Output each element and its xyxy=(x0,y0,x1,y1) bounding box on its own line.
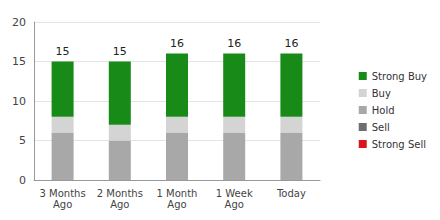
svg-text:5: 5 xyxy=(19,134,26,147)
svg-text:Ago: Ago xyxy=(167,199,186,210)
svg-text:Today: Today xyxy=(276,188,306,199)
svg-text:Strong Sell: Strong Sell xyxy=(372,139,426,150)
svg-text:16: 16 xyxy=(284,37,298,50)
svg-text:20: 20 xyxy=(12,16,26,29)
svg-text:15: 15 xyxy=(113,45,127,58)
svg-text:2 Months: 2 Months xyxy=(97,188,143,199)
svg-text:10: 10 xyxy=(12,95,26,108)
svg-text:1 Week: 1 Week xyxy=(216,188,253,199)
svg-text:16: 16 xyxy=(170,37,184,50)
svg-text:Buy: Buy xyxy=(372,88,391,99)
svg-text:Sell: Sell xyxy=(372,122,390,133)
svg-text:0: 0 xyxy=(19,174,26,187)
svg-text:Ago: Ago xyxy=(225,199,244,210)
svg-text:16: 16 xyxy=(227,37,241,50)
svg-text:15: 15 xyxy=(12,55,26,68)
svg-text:Strong Buy: Strong Buy xyxy=(372,71,427,82)
svg-text:Ago: Ago xyxy=(53,199,72,210)
svg-text:Ago: Ago xyxy=(110,199,129,210)
svg-text:3 Months: 3 Months xyxy=(40,188,86,199)
svg-text:Hold: Hold xyxy=(372,105,395,116)
svg-text:15: 15 xyxy=(56,45,70,58)
svg-text:1 Month: 1 Month xyxy=(157,188,198,199)
